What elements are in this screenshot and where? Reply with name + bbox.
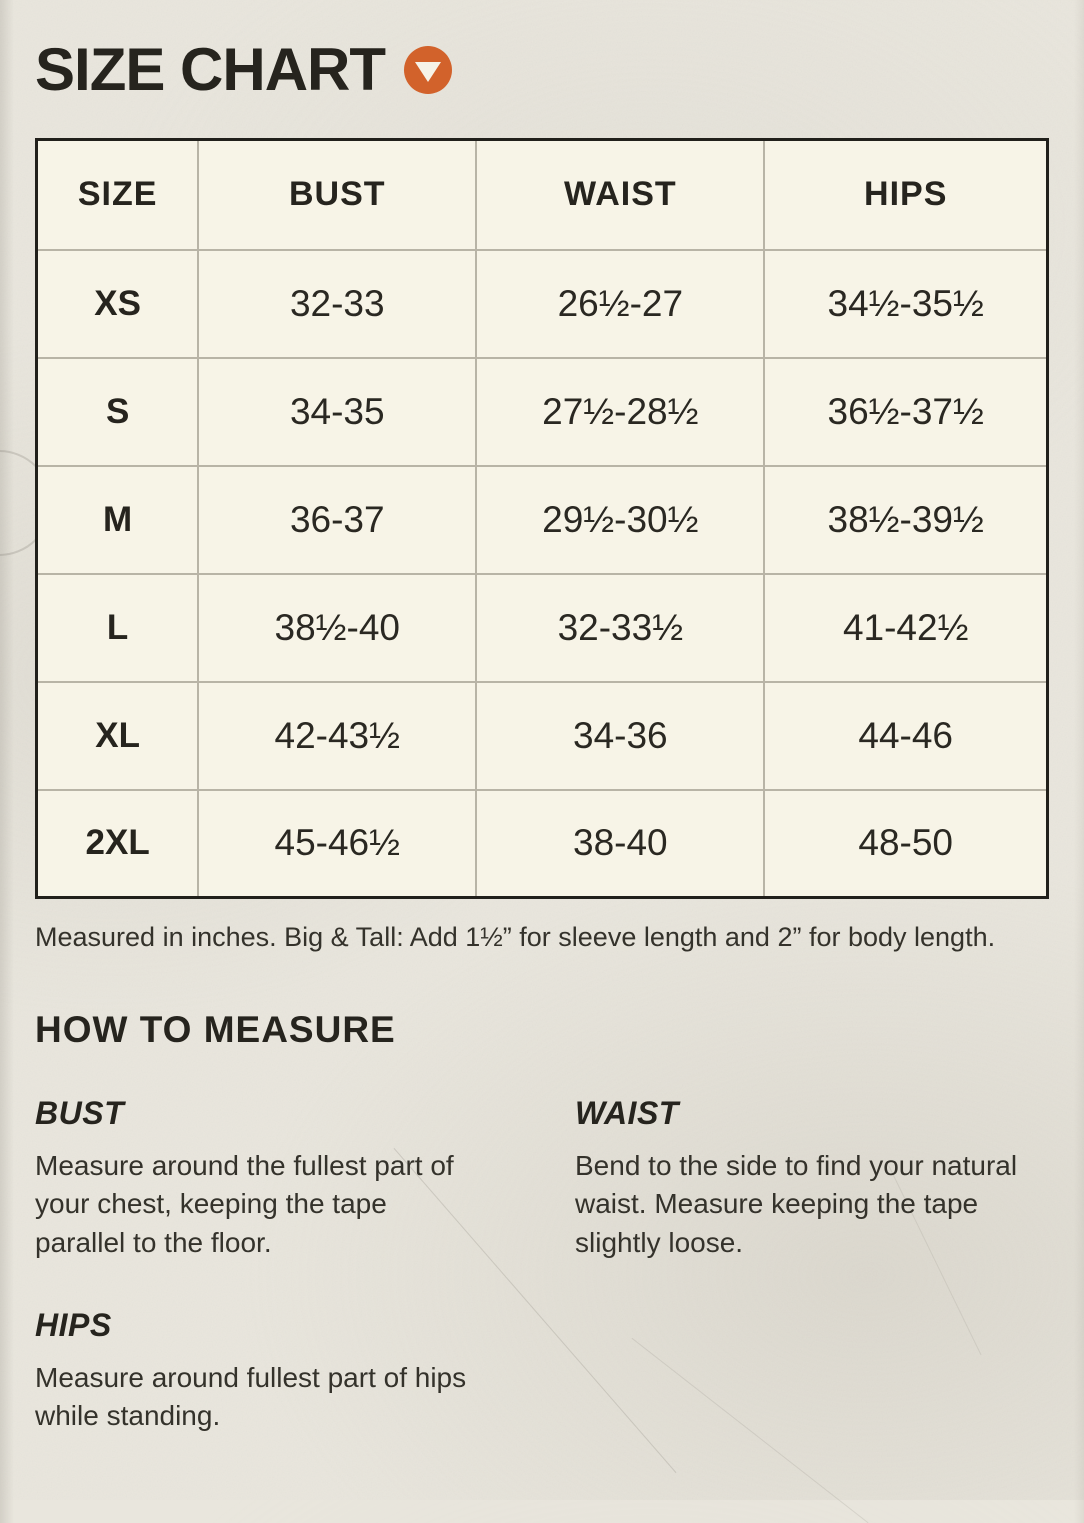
down-triangle-icon (415, 62, 441, 82)
bust-cell: 34-35 (197, 356, 478, 467)
table-row-m: M 36-37 29½-30½ 38½-39½ (35, 464, 1049, 575)
table-row-l: L 38½-40 32-33½ 41-42½ (35, 572, 1049, 683)
waist-cell: 34-36 (475, 680, 766, 791)
table-row-xs: XS 32-33 26½-27 34½-35½ (35, 248, 1049, 359)
how-to-measure-sections: BUST Measure around the fullest part of … (35, 1095, 1049, 1436)
section-bust: BUST Measure around the fullest part of … (35, 1095, 575, 1263)
table-header-row: SIZE BUST WAIST HIPS (35, 138, 1049, 251)
column-header-size: SIZE (35, 138, 200, 251)
bust-cell: 45-46½ (197, 788, 478, 899)
section-text-waist: Bend to the side to find your natural wa… (575, 1149, 1018, 1258)
waist-cell: 38-40 (475, 788, 766, 899)
hips-cell: 48-50 (763, 788, 1049, 899)
measurement-note: Measured in inches. Big & Tall: Add 1½” … (35, 922, 996, 952)
table-row-xl: XL 42-43½ 34-36 44-46 (35, 680, 1049, 791)
section-text-hips: Measure around fullest part of hips whil… (35, 1361, 467, 1432)
size-cell: XS (35, 248, 200, 359)
size-cell: L (35, 572, 200, 683)
table-row-2xl: 2XL 45-46½ 38-40 48-50 (35, 788, 1049, 899)
size-cell: M (35, 464, 200, 575)
size-cell: XL (35, 680, 200, 791)
size-cell: 2XL (35, 788, 200, 899)
hips-cell: 38½-39½ (763, 464, 1049, 575)
page-title: SIZE CHART (35, 36, 386, 103)
hips-cell: 41-42½ (763, 572, 1049, 683)
bust-cell: 32-33 (197, 248, 478, 359)
section-waist: WAIST Bend to the side to find your natu… (575, 1095, 1049, 1263)
section-label-waist: WAIST (575, 1094, 679, 1131)
section-label-hips: HIPS (35, 1306, 112, 1343)
waist-cell: 26½-27 (475, 248, 766, 359)
hips-cell: 36½-37½ (763, 356, 1049, 467)
size-cell: S (35, 356, 200, 467)
expand-toggle-button[interactable] (404, 46, 452, 94)
waist-cell: 29½-30½ (475, 464, 766, 575)
section-hips: HIPS Measure around fullest part of hips… (35, 1307, 575, 1436)
column-header-hips: HIPS (763, 138, 1049, 251)
bust-cell: 42-43½ (197, 680, 478, 791)
title-row: SIZE CHART (35, 40, 1049, 100)
column-header-waist: WAIST (475, 138, 766, 251)
hips-cell: 34½-35½ (763, 248, 1049, 359)
table-row-s: S 34-35 27½-28½ 36½-37½ (35, 356, 1049, 467)
section-label-bust: BUST (35, 1094, 125, 1131)
column-header-bust: BUST (197, 138, 478, 251)
section-text-bust: Measure around the fullest part of your … (35, 1149, 454, 1258)
how-to-measure-heading: HOW TO MEASURE (35, 1008, 396, 1050)
waist-cell: 32-33½ (475, 572, 766, 683)
bust-cell: 36-37 (197, 464, 478, 575)
hips-cell: 44-46 (763, 680, 1049, 791)
waist-cell: 27½-28½ (475, 356, 766, 467)
bust-cell: 38½-40 (197, 572, 478, 683)
size-chart-table: SIZE BUST WAIST HIPS XS 32-33 26½-27 34½… (35, 138, 1049, 899)
